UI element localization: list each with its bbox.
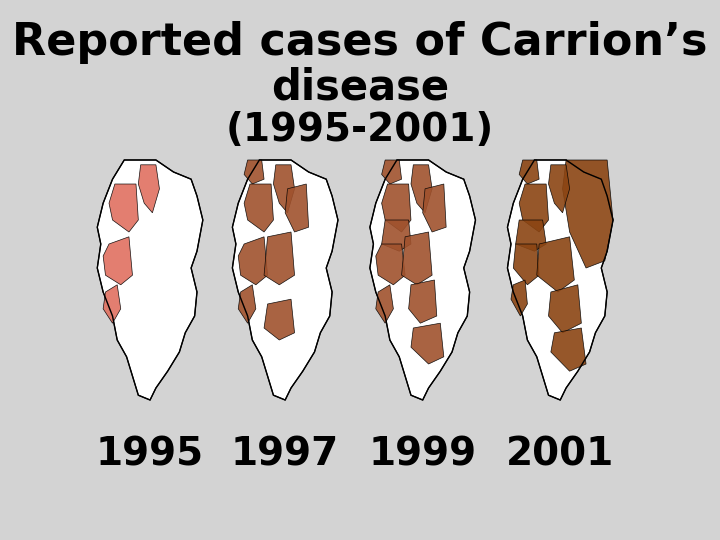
Polygon shape xyxy=(109,184,138,232)
Polygon shape xyxy=(264,232,294,285)
Polygon shape xyxy=(264,299,294,340)
Polygon shape xyxy=(516,220,546,251)
Text: 2001: 2001 xyxy=(506,436,614,474)
Polygon shape xyxy=(233,160,338,400)
Polygon shape xyxy=(238,237,268,285)
Polygon shape xyxy=(511,280,527,316)
Polygon shape xyxy=(97,160,203,400)
Polygon shape xyxy=(382,184,411,232)
Polygon shape xyxy=(103,237,132,285)
Polygon shape xyxy=(244,160,264,184)
Polygon shape xyxy=(370,160,475,400)
Polygon shape xyxy=(402,232,432,285)
Polygon shape xyxy=(244,184,274,232)
Text: 1999: 1999 xyxy=(369,436,477,474)
Polygon shape xyxy=(285,184,309,232)
Polygon shape xyxy=(376,285,393,323)
Polygon shape xyxy=(508,160,613,400)
Text: Reported cases of Carrion’s: Reported cases of Carrion’s xyxy=(12,21,708,64)
Polygon shape xyxy=(562,160,613,268)
Text: (1995-2001): (1995-2001) xyxy=(226,111,494,149)
Polygon shape xyxy=(411,323,444,364)
Polygon shape xyxy=(376,244,405,285)
Polygon shape xyxy=(238,285,256,323)
Polygon shape xyxy=(103,285,121,323)
Polygon shape xyxy=(382,160,402,184)
Polygon shape xyxy=(519,160,539,184)
Polygon shape xyxy=(549,285,581,333)
Polygon shape xyxy=(549,165,570,213)
Polygon shape xyxy=(519,184,549,232)
Text: 1997: 1997 xyxy=(231,436,339,474)
Polygon shape xyxy=(551,328,586,371)
Polygon shape xyxy=(423,184,446,232)
Polygon shape xyxy=(537,237,575,292)
Text: disease: disease xyxy=(271,67,449,109)
Polygon shape xyxy=(382,220,411,251)
Polygon shape xyxy=(513,244,539,285)
Polygon shape xyxy=(409,280,437,323)
Polygon shape xyxy=(138,165,159,213)
Text: 1995: 1995 xyxy=(96,436,204,474)
Polygon shape xyxy=(274,165,294,213)
Polygon shape xyxy=(411,165,432,213)
